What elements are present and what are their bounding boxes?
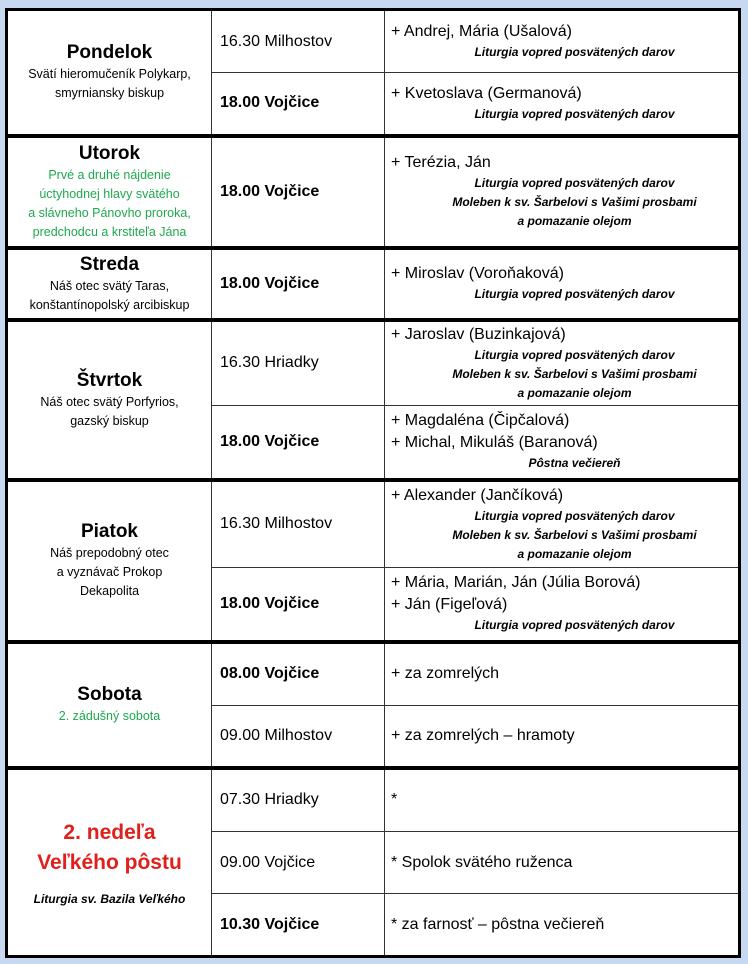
service-note: Pôstna večiereň xyxy=(528,456,621,471)
feast-description: úctyhodnej hlavy svätého xyxy=(39,186,180,201)
service-row: Štvrtok Náš otec svätý Porfyrios, gazský b… xyxy=(6,317,740,480)
day-cell: Štvrtok Náš otec svätý Porfyrios, gazský b… xyxy=(6,317,212,480)
intention-cell: + Magdaléna (Čipčalová) + Michal, Mikuláš… xyxy=(384,405,740,480)
feast-description: konštantínopolský arcibiskup xyxy=(29,297,190,312)
feast-description: gazský biskup xyxy=(70,413,149,428)
intention: + Jaroslav (Buzinkajová) xyxy=(391,325,566,343)
day-name: Veľkého pôstu xyxy=(37,851,182,875)
feast-description: Náš otec svätý Porfyrios, xyxy=(40,394,179,409)
intention: + Terézia, Ján xyxy=(391,154,491,171)
schedule-table: Pondelok Svätí hieromučeník Polykarp, smyr… xyxy=(5,8,741,958)
day-cell: Pondelok Svätí hieromučeník Polykarp, smyr… xyxy=(6,9,212,136)
service-row: Sobota 2. zádušný sobota 08.00 Vojčice + za… xyxy=(6,639,740,768)
service-note: Liturgia vopred posvätených darov xyxy=(474,347,675,362)
service-note: Liturgia vopred posvätených darov xyxy=(474,287,675,301)
service-time: 07.30 Hriadky xyxy=(211,765,385,832)
service-time: 10.30 Vojčice xyxy=(211,893,385,957)
service-time: 16.30 Milhostov xyxy=(211,477,385,568)
intention: + Michal, Mikuláš (Baranová) xyxy=(391,434,598,452)
day-name: 2. nedeľa xyxy=(63,821,156,845)
feast-description: 2. zádušný sobota xyxy=(58,709,161,723)
intention-cell: * xyxy=(384,765,740,832)
service-row: Utorok Prvé a druhé nájdenie úctyhodnej hl… xyxy=(6,133,740,248)
intention: + za zomrelých xyxy=(391,665,500,683)
intention-cell: + Terézia, Ján Liturgia vopred posvätenýc… xyxy=(384,133,740,248)
service-row: 2. nedeľa Veľkého pôstu Liturgia sv. Bazil… xyxy=(6,765,740,957)
day-cell: Sobota 2. zádušný sobota xyxy=(6,639,212,768)
day-name: Pondelok xyxy=(66,42,153,64)
feast-description: Náš prepodobný otec xyxy=(50,546,169,560)
liturgy-note: Liturgia sv. Bazila Veľkého xyxy=(33,892,186,907)
feast-description: Svätí hieromučeník Polykarp, xyxy=(28,67,191,82)
day-cell: Utorok Prvé a druhé nájdenie úctyhodnej hl… xyxy=(6,133,212,248)
service-note: Liturgia vopred posvätených darov xyxy=(474,508,675,523)
service-row: Piatok Náš prepodobný otec a vyznávač Prok… xyxy=(6,477,740,642)
service-row: 10.30 Vojčice * za farnosť – pôstna večie… xyxy=(7,893,740,957)
service-row: 18.00 Vojčice + Magdaléna (Čipčalová) + Mi… xyxy=(7,405,740,480)
service-time: 16.30 Milhostov xyxy=(211,9,385,73)
day-name: Streda xyxy=(79,253,140,275)
intention: + Alexander (Jančíková) xyxy=(391,486,564,504)
intention: * za farnosť – pôstna večiereň xyxy=(391,915,605,933)
feast-description: smyrniansky biskup xyxy=(54,86,165,101)
intention-cell: + Alexander (Jančíková) Liturgia vopred p… xyxy=(384,477,740,568)
feast-description: predchodcu a krstiteľa Jána xyxy=(32,224,187,239)
service-note: Moleben k sv. Šarbelovi s Vašimi prosbam… xyxy=(452,366,697,381)
service-note: Liturgia vopred posvätených darov xyxy=(474,176,675,190)
feast-description: a slávneho Pánovho proroka, xyxy=(28,205,191,220)
intention: + Miroslav (Voroňaková) xyxy=(391,265,564,282)
feast-description: Dekapolita xyxy=(79,584,140,598)
intention: + Andrej, Mária (Ušalová) xyxy=(391,23,572,40)
service-note: Liturgia vopred posvätených darov xyxy=(474,618,675,633)
intention: + Mária, Marián, Ján (Júlia Borová) xyxy=(391,574,641,592)
day-cell: 2. nedeľa Veľkého pôstu Liturgia sv. Bazil… xyxy=(6,765,212,957)
day-name: Sobota xyxy=(77,684,142,705)
service-time: 18.00 Vojčice xyxy=(211,567,385,642)
service-time: 18.00 Vojčice xyxy=(211,405,385,480)
service-row: 18.00 Vojčice + Kvetoslava (Germanová) Lit… xyxy=(7,72,740,136)
intention: + Magdaléna (Čipčalová) xyxy=(391,412,570,430)
service-note: a pomazanie olejom xyxy=(517,385,632,400)
feast-description: a vyznávač Prokop xyxy=(56,565,163,579)
intention: * Spolok svätého ruženca xyxy=(391,853,573,871)
service-time: 16.30 Hriadky xyxy=(211,317,385,406)
service-note: Liturgia vopred posvätených darov xyxy=(474,45,675,59)
service-time: 18.00 Vojčice xyxy=(211,133,385,248)
service-note: a pomazanie olejom xyxy=(517,546,632,561)
service-row: Streda Náš otec svätý Taras, konštantínopo… xyxy=(6,245,740,320)
service-time: 18.00 Vojčice xyxy=(211,72,385,136)
feast-description: Náš otec svätý Taras, xyxy=(49,278,170,293)
service-time: 09.00 Milhostov xyxy=(211,705,385,768)
day-cell: Streda Náš otec svätý Taras, konštantínopo… xyxy=(6,245,212,320)
intention: * xyxy=(391,791,398,809)
intention-cell: + za zomrelých – hramoty xyxy=(384,705,740,768)
service-row: 18.00 Vojčice + Mária, Marián, Ján (Júlia… xyxy=(7,567,740,642)
service-row: 09.00 Milhostov + za zomrelých – hramoty xyxy=(7,705,740,768)
service-time: 08.00 Vojčice xyxy=(211,639,385,706)
intention-cell: + Miroslav (Voroňaková) Liturgia vopred p… xyxy=(384,245,740,320)
service-note: Liturgia vopred posvätených darov xyxy=(474,106,675,121)
intention-cell: * Spolok svätého ruženca xyxy=(384,831,740,894)
service-note: Moleben k sv. Šarbelovi s Vašimi prosbam… xyxy=(452,195,697,209)
intention-cell: + Andrej, Mária (Ušalová) Liturgia vopred… xyxy=(384,9,740,73)
service-note: Moleben k sv. Šarbelovi s Vašimi prosbam… xyxy=(452,527,697,542)
day-name: Piatok xyxy=(80,521,139,542)
service-time: 09.00 Vojčice xyxy=(211,831,385,894)
intention-cell: + za zomrelých xyxy=(384,639,740,706)
day-name: Štvrtok xyxy=(76,369,143,391)
service-note: a pomazanie olejom xyxy=(517,214,632,228)
intention: + Kvetoslava (Germanová) xyxy=(391,84,582,102)
service-row: Pondelok Svätí hieromučeník Polykarp, smyr… xyxy=(6,9,740,136)
intention: + za zomrelých – hramoty xyxy=(391,726,575,744)
day-cell: Piatok Náš prepodobný otec a vyznávač Prok… xyxy=(6,477,212,642)
intention-cell: * za farnosť – pôstna večiereň xyxy=(384,893,740,957)
service-time: 18.00 Vojčice xyxy=(211,245,385,320)
feast-description: Prvé a druhé nájdenie xyxy=(48,167,171,182)
intention-cell: + Kvetoslava (Germanová) Liturgia vopred … xyxy=(384,72,740,136)
service-row: 09.00 Vojčice * Spolok svätého ruženca xyxy=(7,831,740,894)
intention: + Ján (Figeľová) xyxy=(391,596,508,614)
intention-cell: + Mária, Marián, Ján (Júlia Borová) + Ján… xyxy=(384,567,740,642)
intention-cell: + Jaroslav (Buzinkajová) Liturgia vopred … xyxy=(384,317,740,406)
day-name: Utorok xyxy=(78,142,141,164)
